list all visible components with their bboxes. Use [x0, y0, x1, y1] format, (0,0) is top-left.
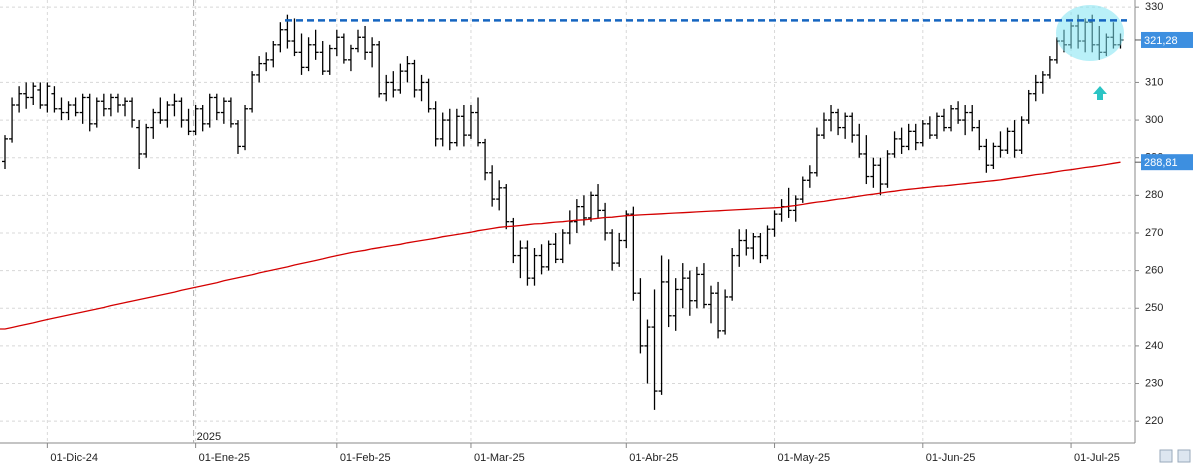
- x-tick-label: 01-Jun-25: [926, 452, 976, 464]
- y-tick-label: 220: [1145, 415, 1163, 427]
- x-tick-label: 01-Feb-25: [340, 452, 391, 464]
- y-tick-label: 250: [1145, 302, 1163, 314]
- y-tick-label: 260: [1145, 265, 1163, 277]
- highlight-circle: [1056, 5, 1124, 61]
- y-tick-label: 230: [1145, 377, 1163, 389]
- year-label: 2025: [197, 431, 221, 443]
- y-tick-label: 240: [1145, 340, 1163, 352]
- x-tick-label: 01-Mar-25: [474, 452, 525, 464]
- y-tick-label: 330: [1145, 1, 1163, 13]
- x-tick-label: 01-Jul-25: [1074, 452, 1120, 464]
- price-tag-label: 288,81: [1144, 157, 1178, 169]
- toolbar-icon[interactable]: [1177, 449, 1191, 463]
- y-tick-label: 270: [1145, 227, 1163, 239]
- up-arrow: [1093, 86, 1107, 100]
- y-tick-label: 310: [1145, 76, 1163, 88]
- x-tick-label: 01-Abr-25: [629, 452, 678, 464]
- price-tag: [1141, 154, 1193, 171]
- overlays: 321,28 288,81: [285, 19, 1193, 171]
- price-tag: [1141, 31, 1193, 48]
- price-tag-label: 321,28: [1144, 35, 1178, 47]
- moving-average-line: [0, 161, 1121, 330]
- x-tick-label: 01-May-25: [778, 452, 831, 464]
- x-tick-label: 01-Dic-24: [50, 452, 98, 464]
- x-tick-label: 01-Ene-25: [199, 452, 250, 464]
- y-tick-label: 300: [1145, 114, 1163, 126]
- toolbar-icon[interactable]: [1159, 449, 1173, 463]
- marks: [0, 14, 1124, 410]
- y-tick-label: 280: [1145, 189, 1163, 201]
- grid: 22023024025026027028029030031033001-Dic-…: [0, 0, 1163, 464]
